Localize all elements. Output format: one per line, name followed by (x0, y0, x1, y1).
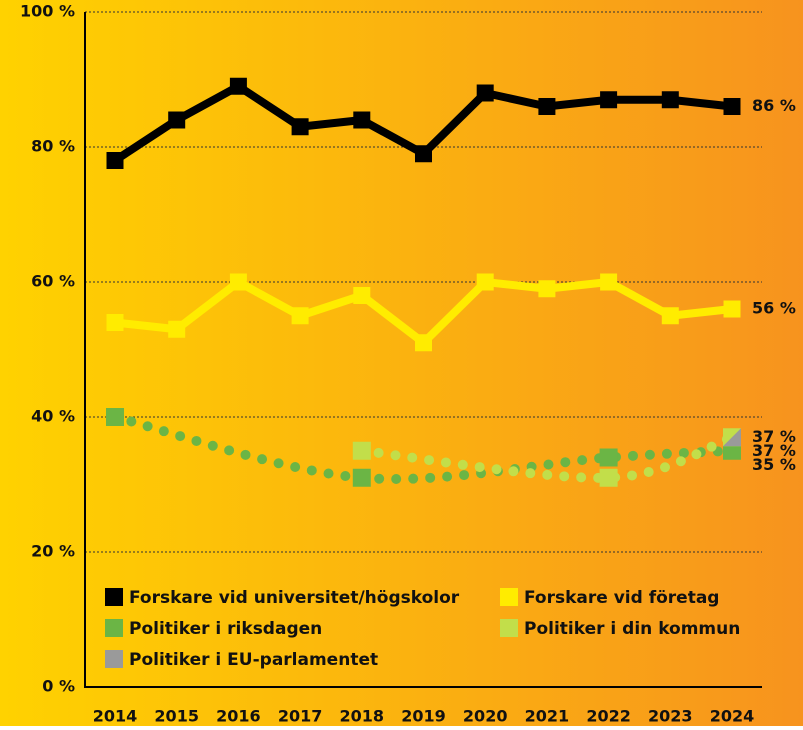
marker (723, 98, 741, 115)
x-tick-label: 2019 (401, 707, 446, 726)
marker (353, 287, 371, 304)
marker (599, 468, 618, 487)
marker (291, 307, 309, 325)
legend-label: Forskare vid universitet/högskolor (129, 588, 460, 608)
marker (106, 152, 124, 169)
y-tick-label: 60 % (31, 272, 75, 291)
value-label: 37 % (752, 441, 796, 460)
marker (353, 111, 371, 129)
y-tick-label: 100 % (20, 2, 75, 21)
y-tick-label: 80 % (31, 137, 75, 156)
x-tick-label: 2021 (525, 707, 570, 726)
legend-swatch (500, 588, 518, 606)
marker (661, 307, 679, 325)
marker (168, 111, 186, 129)
marker (661, 91, 679, 109)
marker (600, 273, 618, 291)
legend-swatch (105, 588, 123, 606)
x-tick-label: 2023 (648, 707, 693, 726)
marker (723, 300, 741, 318)
value-label: 56 % (752, 299, 796, 318)
legend-swatch (105, 650, 123, 668)
marker (476, 273, 494, 291)
y-tick-label: 0 % (42, 677, 75, 696)
legend-label: Politiker i din kommun (524, 619, 740, 639)
value-label: 86 % (752, 96, 796, 115)
x-tick-label: 2016 (216, 707, 261, 726)
value-label: 35 % (752, 455, 796, 474)
marker (352, 441, 371, 460)
marker (291, 118, 309, 136)
y-tick-label: 40 % (31, 407, 75, 426)
marker (106, 314, 124, 331)
marker (229, 77, 247, 95)
marker (723, 428, 741, 447)
marker (538, 98, 556, 115)
y-tick-label: 20 % (31, 542, 75, 561)
legend-swatch (500, 619, 518, 637)
x-tick-label: 2020 (463, 707, 508, 726)
x-tick-label: 2017 (278, 707, 323, 726)
marker (168, 320, 186, 338)
marker (352, 468, 371, 487)
marker (415, 334, 432, 352)
marker (538, 280, 556, 298)
x-tick-label: 2015 (154, 707, 199, 726)
series-line (110, 412, 737, 485)
legend-swatch (105, 619, 123, 637)
marker (599, 448, 618, 467)
value-label: 37 % (752, 427, 796, 446)
x-tick-label: 2024 (710, 707, 755, 726)
marker (600, 91, 618, 109)
marker (415, 145, 432, 163)
x-tick-label: 2022 (586, 707, 631, 726)
legend-label: Forskare vid företag (524, 588, 719, 608)
series-line (356, 432, 737, 483)
x-tick-label: 2018 (340, 707, 385, 726)
marker (106, 408, 124, 426)
legend-label: Politiker i EU-parlamentet (129, 650, 378, 670)
x-tick-label: 2014 (93, 707, 138, 726)
marker (476, 84, 494, 102)
legend-label: Politiker i riksdagen (129, 619, 322, 639)
marker (229, 273, 247, 291)
